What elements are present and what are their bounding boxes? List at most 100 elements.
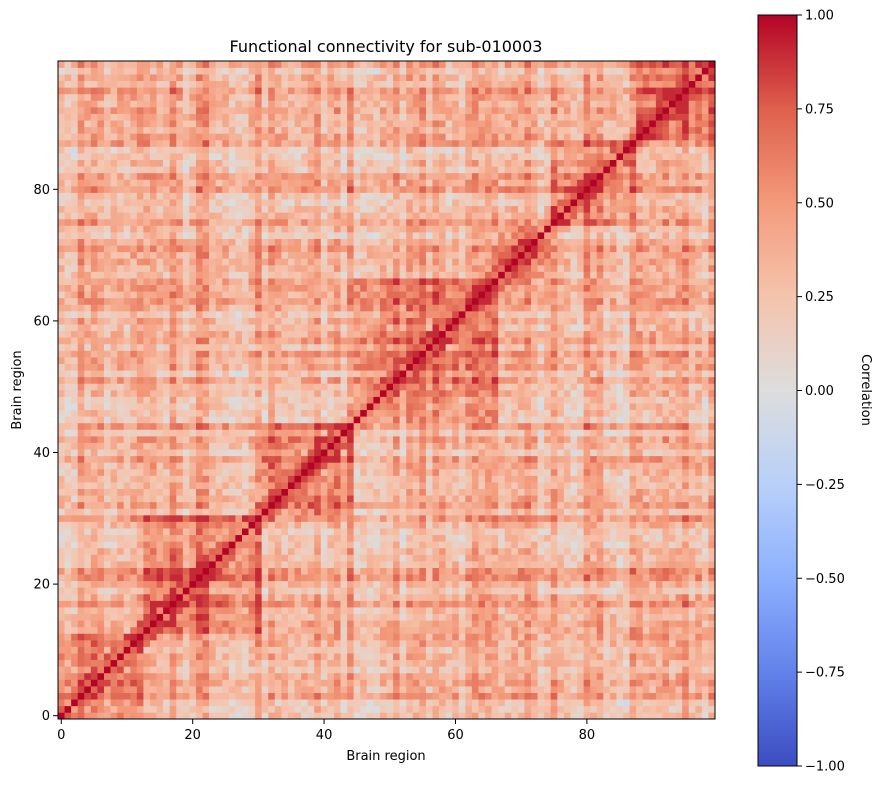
heatmap-cell xyxy=(458,626,466,634)
heatmap-cell xyxy=(557,455,565,463)
heatmap-cell xyxy=(77,488,85,496)
heatmap-cell xyxy=(156,607,164,615)
heatmap-cell xyxy=(439,574,446,582)
heatmap-cell xyxy=(386,679,394,687)
heatmap-cell xyxy=(439,672,446,680)
heatmap-cell xyxy=(623,390,630,397)
heatmap-cell xyxy=(353,653,361,661)
heatmap-cell xyxy=(498,712,506,720)
heatmap-cell xyxy=(320,626,328,634)
heatmap-cell xyxy=(182,515,190,522)
heatmap-cell xyxy=(531,712,538,720)
heatmap-cell xyxy=(110,613,118,621)
heatmap-cell xyxy=(103,515,111,522)
heatmap-cell xyxy=(163,626,170,634)
heatmap-cell xyxy=(439,409,446,417)
heatmap-cell xyxy=(531,620,538,628)
heatmap-cell xyxy=(452,626,460,634)
heatmap-cell xyxy=(274,396,282,404)
heatmap-cell xyxy=(695,600,703,608)
heatmap-cell xyxy=(491,495,499,503)
heatmap-cell xyxy=(136,403,144,411)
heatmap-cell xyxy=(669,705,676,713)
heatmap-cell xyxy=(314,436,322,443)
heatmap-cell xyxy=(570,468,578,476)
heatmap-cell xyxy=(222,416,230,424)
heatmap-cell xyxy=(537,587,545,595)
heatmap-cell xyxy=(130,541,138,549)
heatmap-cell xyxy=(583,620,591,628)
heatmap-cell xyxy=(176,449,184,457)
heatmap-cell xyxy=(399,640,407,647)
heatmap-cell xyxy=(103,390,111,397)
heatmap-cell xyxy=(90,455,98,463)
heatmap-cell xyxy=(143,712,151,720)
heatmap-cell xyxy=(688,547,696,555)
heatmap-cell xyxy=(228,620,236,628)
heatmap-cell xyxy=(228,600,236,608)
heatmap-cell xyxy=(255,436,262,443)
heatmap-cell xyxy=(333,416,341,424)
heatmap-cell xyxy=(130,593,138,601)
heatmap-cell xyxy=(649,659,657,667)
heatmap-cell xyxy=(241,672,249,680)
heatmap-cell xyxy=(452,396,460,404)
heatmap-cell xyxy=(287,547,295,555)
heatmap-cell xyxy=(419,482,427,489)
heatmap-cell xyxy=(228,692,236,700)
heatmap-cell xyxy=(655,620,663,628)
heatmap-cell xyxy=(399,587,407,595)
heatmap-cell xyxy=(432,436,440,443)
heatmap-cell xyxy=(77,600,85,608)
heatmap-cell xyxy=(412,442,420,450)
heatmap-cell xyxy=(649,403,657,411)
heatmap-cell xyxy=(77,547,85,555)
heatmap-cell xyxy=(563,475,571,483)
heatmap-cell xyxy=(71,416,79,424)
heatmap-cell xyxy=(544,692,552,700)
heatmap-cell xyxy=(609,686,617,693)
heatmap-cell xyxy=(301,699,308,707)
heatmap-cell xyxy=(570,547,578,555)
heatmap-cell xyxy=(314,607,322,615)
heatmap-cell xyxy=(136,455,144,463)
heatmap-cell xyxy=(603,541,611,549)
heatmap-cell xyxy=(268,659,276,667)
heatmap-cell xyxy=(84,679,92,687)
heatmap-cell xyxy=(412,640,420,647)
heatmap-cell xyxy=(163,403,170,411)
heatmap-cell xyxy=(491,567,499,575)
heatmap-cell xyxy=(557,449,565,457)
heatmap-cell xyxy=(347,659,354,667)
heatmap-cell xyxy=(445,587,453,595)
heatmap-cell xyxy=(182,429,190,437)
heatmap-cell xyxy=(301,547,308,555)
heatmap-cell xyxy=(294,488,302,496)
heatmap-cell xyxy=(255,640,262,647)
heatmap-cell xyxy=(583,580,591,588)
heatmap-cell xyxy=(294,593,302,601)
heatmap-cell xyxy=(163,475,170,483)
heatmap-cell xyxy=(609,442,617,450)
heatmap-cell xyxy=(287,712,295,720)
heatmap-cell xyxy=(675,429,683,437)
heatmap-cell xyxy=(669,475,676,483)
heatmap-cell xyxy=(379,567,387,575)
heatmap-cell xyxy=(189,587,197,595)
heatmap-cell xyxy=(412,429,420,437)
heatmap-cell xyxy=(314,587,322,595)
heatmap-cell xyxy=(347,593,354,601)
heatmap-cell xyxy=(103,442,111,450)
heatmap-cell xyxy=(695,613,703,621)
heatmap-cell xyxy=(491,646,499,654)
heatmap-cell xyxy=(399,626,407,634)
heatmap-cell xyxy=(294,396,302,404)
heatmap-cell xyxy=(294,699,302,707)
heatmap-cell xyxy=(563,679,571,687)
heatmap-cell xyxy=(603,501,611,509)
heatmap-cell xyxy=(432,541,440,549)
heatmap-cell xyxy=(228,501,236,509)
heatmap-cell xyxy=(386,672,394,680)
heatmap-cell xyxy=(452,640,460,647)
heatmap-cell xyxy=(268,528,276,536)
